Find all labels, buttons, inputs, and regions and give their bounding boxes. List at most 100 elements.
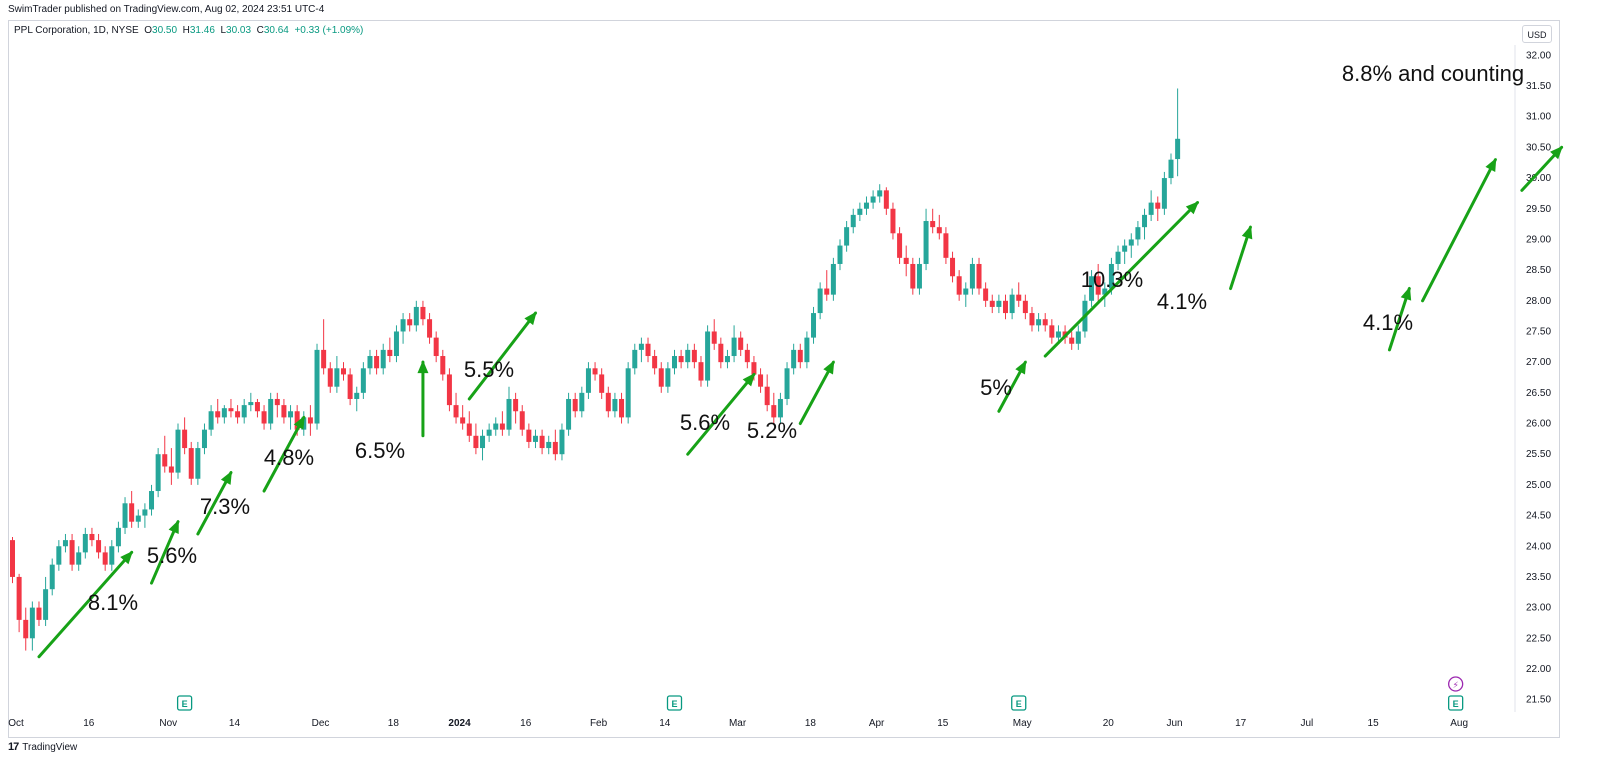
trend-arrow-line	[686, 372, 756, 456]
trend-arrow-head	[293, 415, 305, 430]
candle-body	[824, 288, 830, 295]
high-label: H	[182, 25, 190, 36]
candle-body	[473, 435, 479, 449]
candle-body	[890, 208, 896, 234]
x-tick-label: 20	[1103, 718, 1115, 729]
candle-body	[321, 349, 327, 369]
candle-body	[493, 423, 499, 430]
candle-body	[82, 533, 88, 553]
candle-body	[155, 454, 161, 492]
candle-body	[69, 540, 75, 565]
open-label: O	[144, 25, 153, 36]
trend-arrow-line	[262, 415, 306, 493]
x-tick-label: Jul	[1301, 718, 1314, 729]
candle-body	[916, 263, 922, 289]
y-tick-label: 21.50	[1526, 695, 1551, 706]
trend-arrow-head	[1400, 286, 1412, 301]
candle-body	[1069, 337, 1075, 344]
candle-body	[566, 398, 572, 430]
open-value: 30.50	[152, 25, 178, 36]
x-tick-label: 14	[229, 718, 241, 729]
candle-body	[387, 349, 393, 357]
candle-body	[1148, 202, 1154, 215]
gain-annotation: 4.8%	[264, 445, 314, 470]
candle-body	[215, 411, 221, 418]
earnings-icon	[666, 695, 683, 711]
candle-body	[923, 221, 929, 264]
candle-body	[784, 368, 790, 399]
candle-body	[241, 405, 247, 418]
candle-body	[645, 343, 651, 357]
gain-annotation: 5.5%	[464, 357, 514, 382]
earnings-icon	[1448, 695, 1464, 711]
candle-body	[288, 411, 294, 418]
candle-body	[149, 491, 155, 510]
gain-annotation: 5.6%	[147, 543, 197, 568]
candle-body	[936, 227, 942, 234]
candle-body	[374, 356, 380, 369]
gain-annotation: 8.1%	[88, 590, 138, 615]
candle-body	[274, 398, 280, 406]
x-tick-label: Mar	[729, 718, 747, 729]
trend-arrow-line	[798, 360, 835, 426]
candle-body	[791, 349, 797, 369]
candle-body	[1022, 300, 1028, 314]
earnings-icon-label: E	[1453, 699, 1459, 709]
candle-body	[579, 392, 585, 412]
candle-body	[43, 589, 49, 620]
candle-body	[1095, 276, 1101, 295]
candle-body	[943, 233, 949, 258]
gain-annotation: 8.8% and counting	[1342, 61, 1524, 86]
y-tick-label: 24.50	[1526, 511, 1551, 522]
x-tick-label: 16	[83, 718, 95, 729]
trend-arrow-head	[1185, 201, 1199, 215]
symbol-legend: PPL Corporation, 1D, NYSE O30.50 H31.46 …	[14, 25, 363, 36]
y-tick-label: 31.00	[1526, 112, 1551, 123]
chart-pane[interactable]	[8, 20, 1560, 738]
candle-body	[453, 405, 459, 418]
y-tick-label: 23.50	[1526, 572, 1551, 583]
earnings-icon-label: E	[1016, 699, 1022, 709]
candle-body	[314, 349, 320, 424]
candle-body	[1036, 319, 1042, 326]
candle-body	[1016, 294, 1022, 301]
candle-body	[480, 435, 486, 449]
candle-body	[539, 435, 545, 449]
candle-body	[201, 429, 207, 449]
candle-body	[347, 374, 353, 399]
candle-body	[956, 276, 962, 295]
currency-button[interactable]: USD	[1522, 25, 1552, 43]
candle-body	[1175, 138, 1181, 160]
candle-body	[758, 374, 764, 387]
candle-body	[221, 408, 227, 418]
symbol-title: PPL Corporation, 1D, NYSE	[14, 25, 139, 36]
candle-body	[844, 227, 850, 246]
candle-body	[744, 349, 750, 363]
candle-body	[294, 411, 300, 430]
candle-body	[850, 214, 856, 228]
trend-arrow-line	[196, 471, 233, 536]
candle-body	[129, 503, 135, 522]
candle-body	[208, 411, 214, 430]
gain-annotation: 5%	[980, 375, 1012, 400]
high-value: 31.46	[189, 25, 215, 36]
candle-body	[1042, 319, 1048, 326]
candle-body	[698, 362, 704, 381]
candle-body	[102, 552, 108, 565]
candle-body	[513, 398, 519, 412]
candle-body	[10, 540, 15, 577]
candle-body	[135, 515, 141, 522]
candle-body	[62, 540, 68, 547]
trend-arrow-head	[1241, 225, 1253, 240]
trend-arrow-head	[220, 470, 232, 485]
candle-body	[691, 349, 697, 363]
candle-body	[506, 398, 512, 430]
candle-body	[122, 503, 128, 528]
gain-annotation: 6.5%	[355, 438, 405, 463]
y-tick-label: 22.50	[1526, 633, 1551, 644]
candle-body	[29, 607, 35, 639]
trend-arrow-line	[467, 311, 537, 401]
candle-body	[36, 607, 42, 620]
candle-body	[870, 196, 876, 203]
